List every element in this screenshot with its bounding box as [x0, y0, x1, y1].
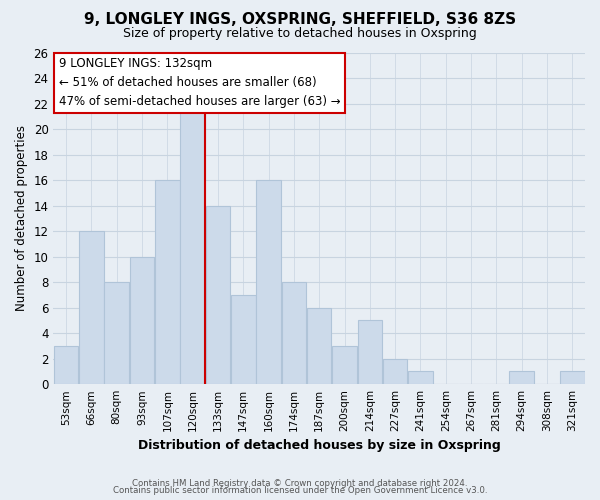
- X-axis label: Distribution of detached houses by size in Oxspring: Distribution of detached houses by size …: [138, 440, 500, 452]
- Text: 9 LONGLEY INGS: 132sqm
← 51% of detached houses are smaller (68)
47% of semi-det: 9 LONGLEY INGS: 132sqm ← 51% of detached…: [59, 58, 340, 108]
- Bar: [560, 372, 584, 384]
- Bar: [130, 256, 154, 384]
- Bar: [383, 358, 407, 384]
- Bar: [332, 346, 357, 384]
- Bar: [307, 308, 331, 384]
- Text: 9, LONGLEY INGS, OXSPRING, SHEFFIELD, S36 8ZS: 9, LONGLEY INGS, OXSPRING, SHEFFIELD, S3…: [84, 12, 516, 28]
- Text: Size of property relative to detached houses in Oxspring: Size of property relative to detached ho…: [123, 28, 477, 40]
- Bar: [155, 180, 179, 384]
- Bar: [408, 372, 433, 384]
- Bar: [358, 320, 382, 384]
- Bar: [181, 91, 205, 384]
- Bar: [281, 282, 306, 384]
- Text: Contains public sector information licensed under the Open Government Licence v3: Contains public sector information licen…: [113, 486, 487, 495]
- Bar: [54, 346, 79, 384]
- Text: Contains HM Land Registry data © Crown copyright and database right 2024.: Contains HM Land Registry data © Crown c…: [132, 478, 468, 488]
- Bar: [104, 282, 129, 384]
- Bar: [79, 231, 104, 384]
- Bar: [256, 180, 281, 384]
- Bar: [206, 206, 230, 384]
- Bar: [509, 372, 534, 384]
- Bar: [231, 295, 256, 384]
- Y-axis label: Number of detached properties: Number of detached properties: [15, 126, 28, 312]
